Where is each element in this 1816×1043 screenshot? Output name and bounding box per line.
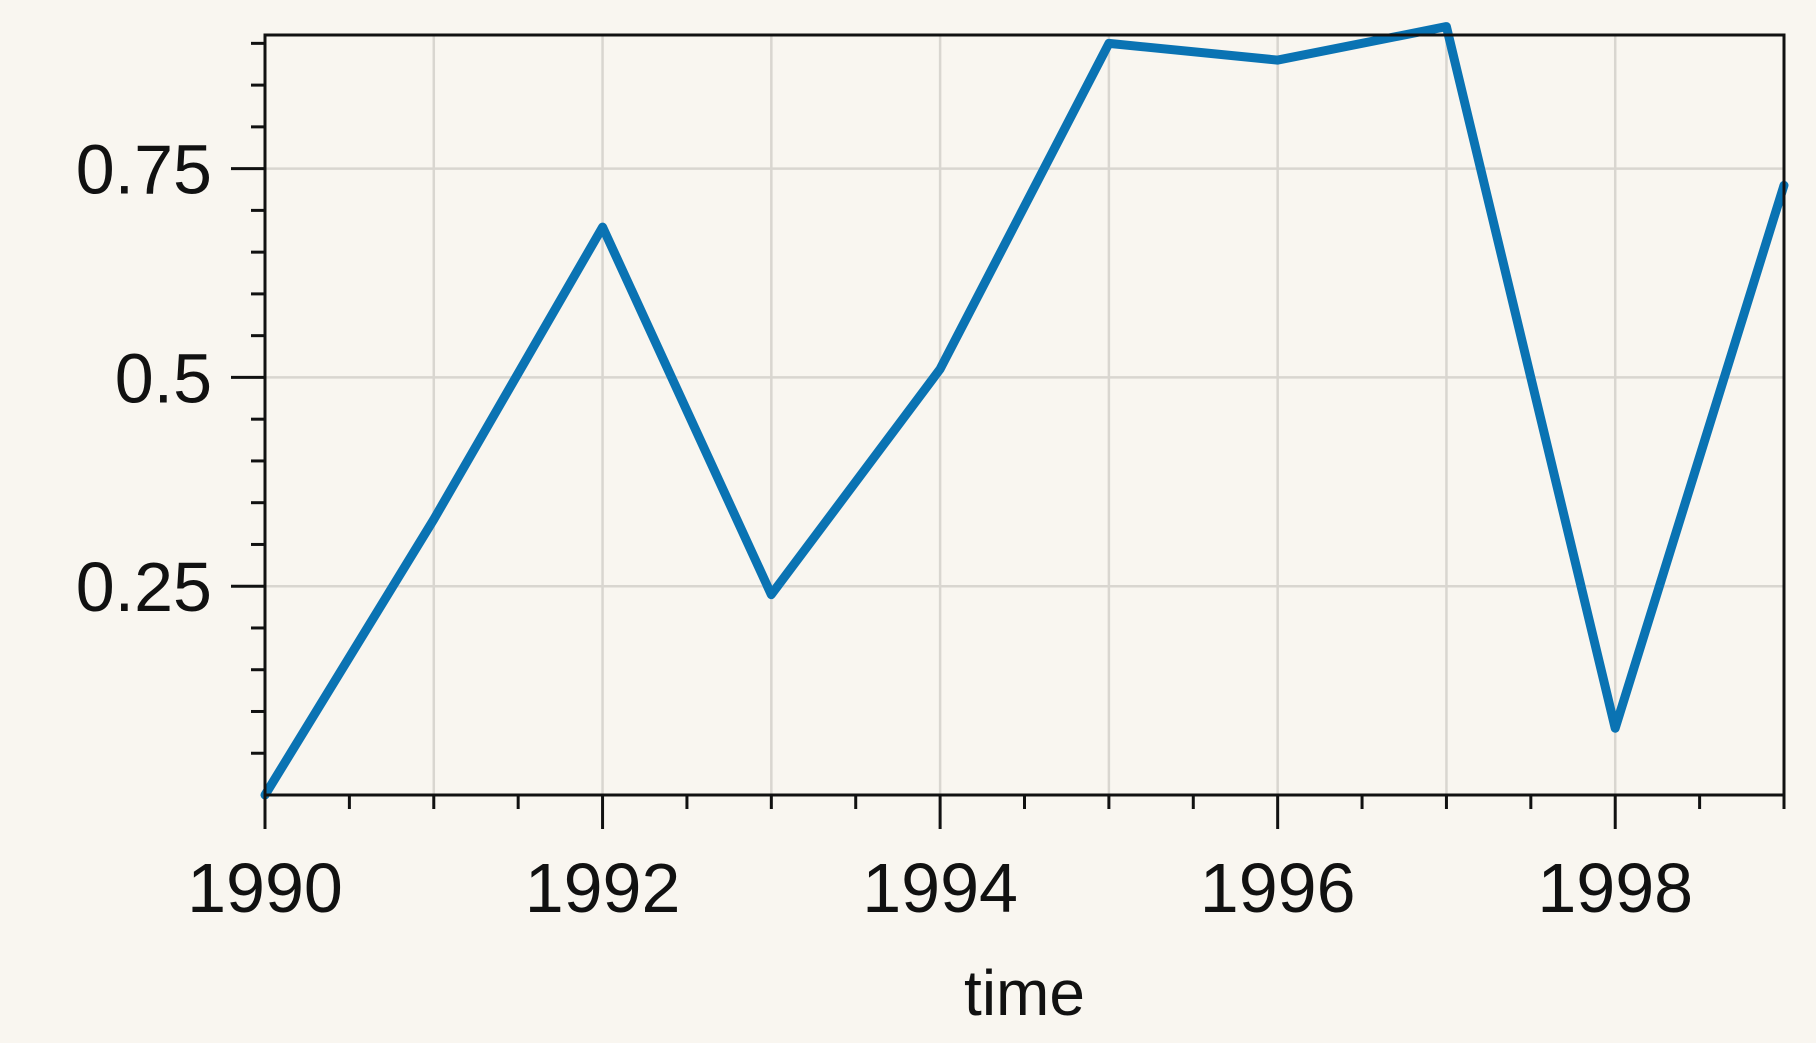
x-tick-label: 1998 (1537, 849, 1693, 927)
x-tick-label: 1994 (862, 849, 1018, 927)
x-tick-label: 1996 (1200, 849, 1356, 927)
tick-layer: 1990 1992 1994 1996 1998 0.25 0.5 0.75 (76, 41, 1786, 927)
x-tick-label: 1992 (525, 849, 681, 927)
x-axis-label: time (964, 957, 1085, 1029)
series-line (260, 22, 1789, 800)
y-tick-label: 0.25 (76, 548, 212, 626)
y-tick-label: 0.75 (76, 131, 212, 209)
x-tick-label: 1990 (187, 849, 343, 927)
y-tick-label: 0.5 (115, 339, 212, 417)
